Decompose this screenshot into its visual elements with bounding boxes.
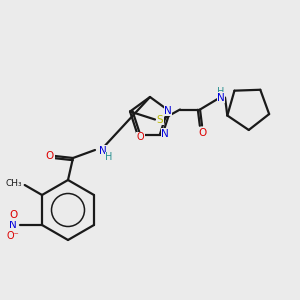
Text: N: N [164,106,172,116]
Text: S: S [157,115,163,124]
Text: N: N [9,220,17,230]
Text: N: N [99,146,107,156]
Text: O: O [46,151,54,161]
Text: N: N [217,92,225,103]
Text: O: O [198,128,206,137]
Text: O⁻: O⁻ [7,231,20,241]
Text: N: N [161,129,169,139]
Text: H: H [217,86,225,97]
Text: O: O [9,210,17,220]
Text: CH₃: CH₃ [5,179,22,188]
Text: O: O [137,132,145,142]
Text: H: H [105,152,112,162]
